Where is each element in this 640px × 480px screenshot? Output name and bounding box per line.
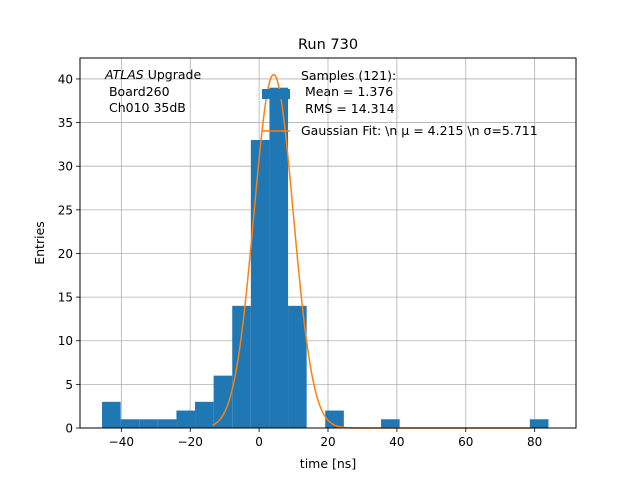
histogram-bar: [176, 410, 196, 428]
histogram-bar: [232, 305, 251, 428]
histogram-bar: [381, 419, 400, 428]
annotation-italic: ATLAS: [104, 67, 144, 82]
histogram-bar: [288, 305, 307, 428]
x-tick-label: 60: [458, 435, 473, 449]
annotation-line-3: Ch010 35dB: [105, 100, 186, 115]
legend-histogram-swatch: [262, 89, 290, 99]
y-tick-label: 25: [58, 203, 73, 217]
legend-hist-line-3: RMS = 14.314: [301, 101, 395, 116]
y-tick-label: 10: [58, 334, 73, 348]
histogram-bars: [102, 87, 549, 429]
histogram-bar: [325, 410, 344, 428]
y-axis-ticks: 0 5 10 15 20 25 30 35 40: [58, 72, 80, 436]
histogram-bar: [269, 87, 289, 429]
legend-hist-line-2: Mean = 1.376: [301, 84, 393, 99]
chart-title: Run 730: [298, 37, 358, 53]
x-tick-label: −40: [109, 435, 134, 449]
y-axis-label: Entries: [32, 221, 47, 265]
y-tick-label: 20: [58, 247, 73, 261]
annotation-block: ATLAS Upgrade Board260 Ch010 35dB: [104, 67, 201, 115]
x-tick-label: −20: [178, 435, 203, 449]
histogram-bar: [250, 140, 270, 428]
histogram-bar: [102, 401, 121, 428]
x-axis-label: time [ns]: [300, 456, 356, 471]
x-tick-label: 40: [389, 435, 404, 449]
legend-hist-line-1: Samples (121):: [301, 68, 396, 83]
legend-fit-label: Gaussian Fit: \n μ = 4.215 \n σ=5.711: [301, 123, 538, 138]
y-tick-label: 15: [58, 291, 73, 305]
histogram-bar: [529, 419, 549, 428]
annotation-upgrade: Upgrade: [144, 67, 202, 82]
x-tick-label: 80: [527, 435, 542, 449]
x-tick-label: 20: [320, 435, 335, 449]
y-tick-label: 30: [58, 160, 73, 174]
y-tick-label: 40: [58, 72, 73, 86]
y-tick-label: 0: [65, 422, 73, 436]
x-tick-label: 0: [255, 435, 263, 449]
histogram-bar: [213, 375, 233, 428]
y-tick-label: 35: [58, 116, 73, 130]
legend: Samples (121): Mean = 1.376 RMS = 14.314…: [262, 68, 538, 138]
histogram-bar: [120, 419, 140, 428]
x-axis-ticks: −40 −20 0 20 40 60 80: [109, 428, 542, 449]
histogram-bar: [139, 419, 158, 428]
y-tick-label: 5: [65, 378, 73, 392]
annotation-line-2: Board260: [105, 84, 170, 99]
histogram-bar: [195, 401, 214, 428]
annotation-line-1: ATLAS Upgrade: [104, 67, 201, 82]
histogram-bar: [157, 419, 177, 428]
